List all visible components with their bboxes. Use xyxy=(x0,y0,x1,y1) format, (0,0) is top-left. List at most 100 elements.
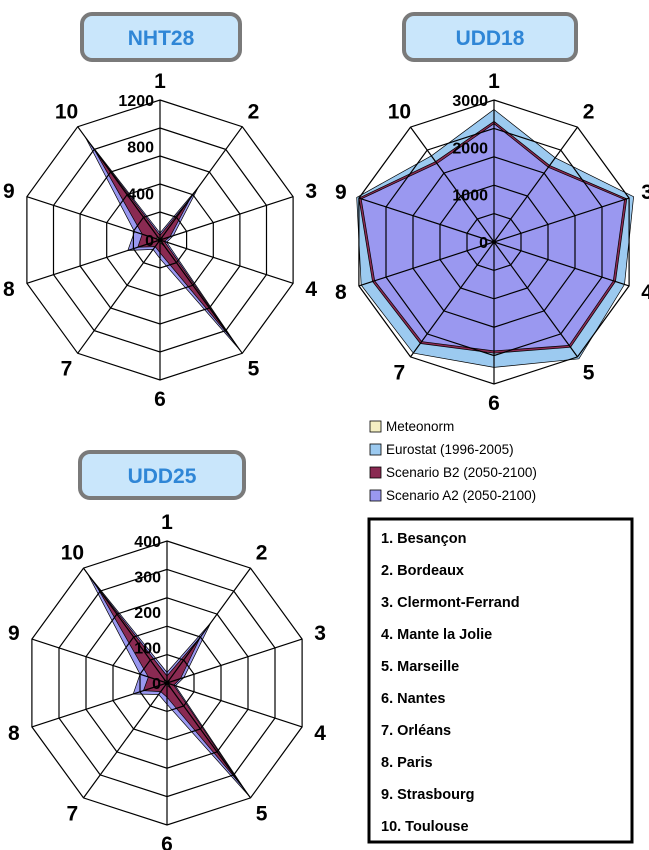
city-item: 9. Strasbourg xyxy=(381,787,474,803)
category-label: 7 xyxy=(394,361,406,384)
category-label: 8 xyxy=(8,722,20,745)
category-label: 3 xyxy=(305,180,317,203)
category-label: 10 xyxy=(55,100,78,123)
tick-label: 100 xyxy=(134,641,161,658)
category-label: 9 xyxy=(8,622,20,645)
legend-swatch xyxy=(369,489,382,502)
tick-label: 3000 xyxy=(452,93,488,110)
city-item: 1. Besançon xyxy=(381,531,466,547)
grid-spoke xyxy=(159,239,294,284)
tick-label: 1000 xyxy=(452,188,488,205)
tick-label: 800 xyxy=(127,140,154,157)
grid-spoke xyxy=(493,241,630,287)
grid-spoke xyxy=(77,239,161,354)
category-label: 6 xyxy=(488,392,500,415)
grid-spoke xyxy=(410,241,495,358)
tick-label: 1200 xyxy=(118,93,154,110)
legend-swatch xyxy=(369,443,382,456)
category-label: 8 xyxy=(3,278,15,301)
category-label: 5 xyxy=(583,361,595,384)
tick-label: 0 xyxy=(479,235,488,252)
category-label: 8 xyxy=(335,281,347,304)
grid-spoke xyxy=(159,239,243,354)
grid-spoke xyxy=(493,126,578,243)
legend-label: Scenario B2 (2050-2100) xyxy=(386,465,537,480)
grid-spoke xyxy=(83,567,168,684)
city-item: 7. Orléans xyxy=(381,723,451,739)
city-item: 5. Marseille xyxy=(381,659,459,675)
city-list-box xyxy=(367,517,634,844)
legend-label: Scenario A2 (2050-2100) xyxy=(386,488,536,503)
tick-label: 0 xyxy=(145,233,154,250)
category-label: 5 xyxy=(248,358,260,381)
grid-spoke xyxy=(493,241,578,358)
grid-spoke xyxy=(31,638,168,684)
chart-title-box xyxy=(402,12,578,62)
legend-item: Meteonorm xyxy=(369,419,454,434)
grid-spoke xyxy=(410,126,495,243)
tick-label: 2000 xyxy=(452,140,488,157)
legend: Meteonorm Eurostat (1996-2005) Scenario … xyxy=(369,419,537,503)
grid-spoke xyxy=(358,241,495,287)
grid-spoke xyxy=(358,197,495,243)
category-label: 2 xyxy=(256,542,268,565)
category-label: 4 xyxy=(641,281,649,304)
legend-item: Scenario B2 (2050-2100) xyxy=(369,465,537,480)
city-item: 4. Mante la Jolie xyxy=(381,627,492,643)
category-label: 10 xyxy=(388,101,411,124)
category-label: 7 xyxy=(61,358,73,381)
grid-spoke xyxy=(166,567,251,684)
grid-spoke xyxy=(166,682,303,728)
tick-label: 0 xyxy=(152,676,161,693)
city-item: 3. Clermont-Ferrand xyxy=(381,595,520,611)
category-label: 1 xyxy=(154,70,166,93)
grid-spoke xyxy=(83,682,168,799)
legend-item: Eurostat (1996-2005) xyxy=(369,442,514,457)
tick-label: 200 xyxy=(134,605,161,622)
grid-spoke xyxy=(26,239,161,284)
category-label: 3 xyxy=(314,622,326,645)
grid-spoke xyxy=(493,197,630,243)
category-label: 6 xyxy=(154,388,166,411)
legend-swatch xyxy=(369,420,382,433)
chart-title: NHT28 xyxy=(128,27,195,50)
category-label: 9 xyxy=(3,180,15,203)
category-label: 5 xyxy=(256,802,268,825)
grid-spoke xyxy=(26,196,161,241)
city-item: 6. Nantes xyxy=(381,691,445,707)
category-label: 4 xyxy=(314,722,326,745)
category-label: 6 xyxy=(161,833,173,850)
legend-label: Eurostat (1996-2005) xyxy=(386,442,514,457)
category-label: 2 xyxy=(583,101,595,124)
category-label: 9 xyxy=(335,181,347,204)
city-list: 1. Besançon 2. Bordeaux 3. Clermont-Ferr… xyxy=(367,517,634,844)
grid-spoke xyxy=(166,682,251,799)
grid-spoke xyxy=(31,682,168,728)
category-label: 4 xyxy=(305,278,317,301)
category-label: 1 xyxy=(488,70,500,93)
city-item: 8. Paris xyxy=(381,755,433,771)
category-label: 2 xyxy=(248,100,260,123)
legend-item: Scenario A2 (2050-2100) xyxy=(369,488,536,503)
chart-title: UDD18 xyxy=(456,27,525,50)
category-label: 10 xyxy=(61,542,84,565)
chart-title: UDD25 xyxy=(128,465,197,488)
tick-label: 300 xyxy=(134,570,161,587)
tick-label: 400 xyxy=(134,534,161,551)
category-label: 7 xyxy=(67,802,79,825)
city-item: 10. Toulouse xyxy=(381,819,469,835)
category-label: 1 xyxy=(161,511,173,534)
grid-spoke xyxy=(159,196,294,241)
grid-spoke xyxy=(159,126,243,241)
grid-spoke xyxy=(77,126,161,241)
category-label: 3 xyxy=(641,181,649,204)
legend-swatch xyxy=(369,466,382,479)
legend-label: Meteonorm xyxy=(386,419,454,434)
chart-title-box xyxy=(78,450,246,500)
chart-title-box xyxy=(80,12,242,62)
grid-spoke xyxy=(166,638,303,684)
